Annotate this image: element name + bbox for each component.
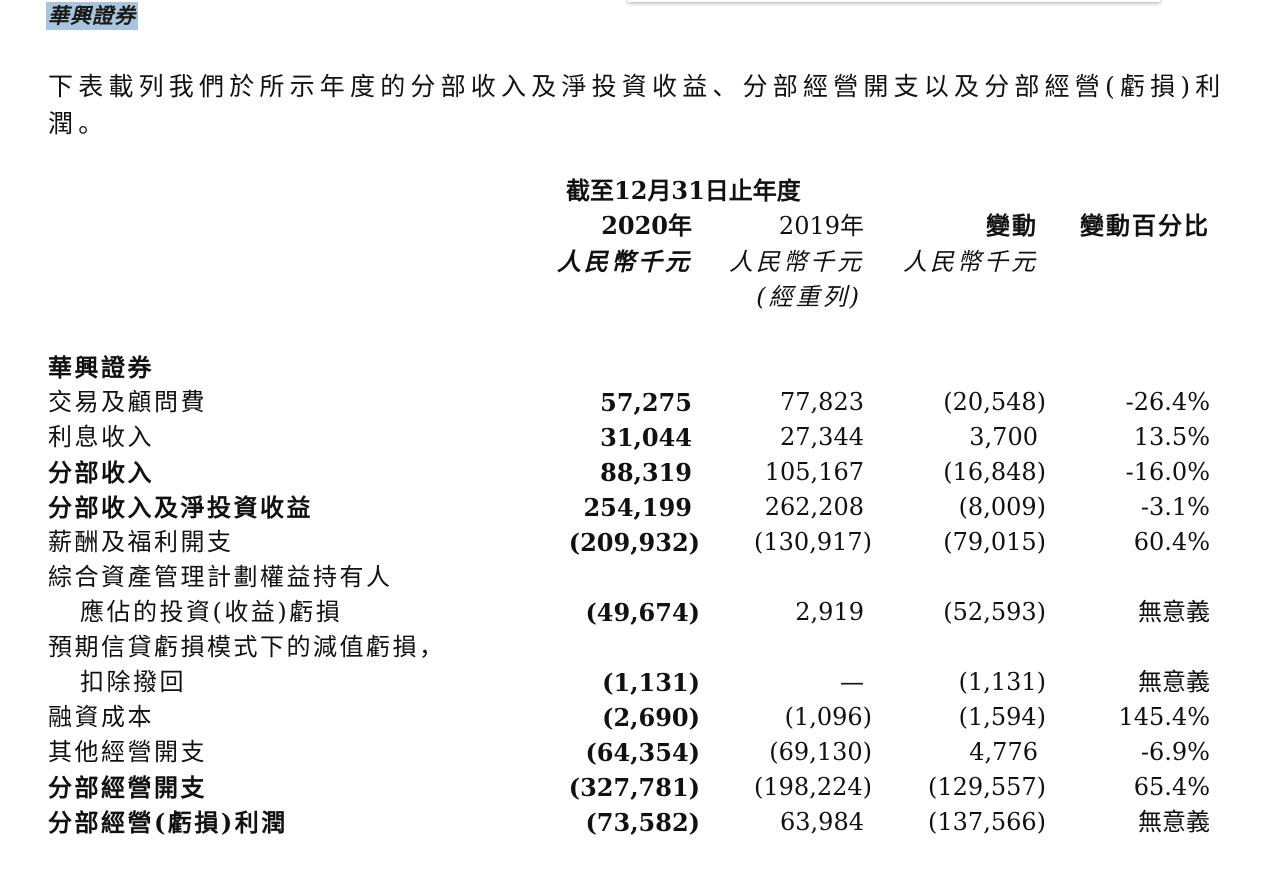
table-row: 融資成本 (2,690) (1,096) (1,594) 145.4%	[48, 700, 1218, 735]
value-change-pct: 13.5%	[1133, 423, 1210, 451]
value-change: (137,566)	[928, 808, 1046, 836]
value-change: 4,776	[969, 738, 1038, 766]
value-2020: 88,319	[600, 458, 692, 487]
row-label: 利息收入	[48, 423, 154, 451]
table-row: 利息收入 31,044 27,344 3,700 13.5%	[48, 420, 1218, 455]
table-row: 分部收入及淨投資收益 254,199 262,208 (8,009) -3.1%	[48, 490, 1218, 525]
col-header-2019: 2019年	[778, 212, 864, 240]
value-change-pct: 無意義	[1138, 668, 1210, 696]
value-2019: (130,917)	[754, 528, 872, 556]
row-label: 分部經營開支	[48, 773, 207, 802]
value-2019: 105,167	[764, 458, 864, 486]
value-2019: (198,224)	[754, 773, 872, 801]
table-row: 扣除撥回 (1,131) — (1,131) 無意義	[48, 665, 1218, 700]
value-2020: (2,690)	[602, 703, 700, 732]
value-2020: (209,932)	[568, 528, 700, 557]
value-2019: —	[840, 668, 864, 696]
row-label: 交易及顧問費	[48, 388, 207, 416]
value-2020: 31,044	[600, 423, 692, 452]
row-label: 其他經營開支	[48, 738, 207, 766]
table-row: 交易及顧問費 57,275 77,823 (20,548) -26.4%	[48, 385, 1218, 420]
table-row: 應佔的投資(收益)虧損 (49,674) 2,919 (52,593) 無意義	[48, 595, 1218, 630]
value-2019: 77,823	[780, 388, 864, 416]
table-row: 其他經營開支 (64,354) (69,130) 4,776 -6.9%	[48, 735, 1218, 770]
table-row: 預期信貸虧損模式下的減值虧損，	[48, 630, 1218, 665]
section-title: 華興證券	[48, 353, 154, 382]
value-change-pct: 無意義	[1138, 598, 1210, 626]
value-change-pct: -16.0%	[1125, 458, 1210, 486]
row-label: 薪酬及福利開支	[48, 528, 234, 556]
restated-note: (經重列)	[756, 283, 862, 311]
value-change-pct: 無意義	[1138, 808, 1210, 836]
value-2019: 262,208	[764, 493, 864, 521]
value-change: (8,009)	[958, 493, 1046, 521]
brand-highlight: 華興證券	[46, 2, 138, 30]
table-row: 薪酬及福利開支 (209,932) (130,917) (79,015) 60.4%	[48, 525, 1218, 560]
value-2020: 254,199	[583, 493, 692, 522]
table-row: 分部經營(虧損)利潤 (73,582) 63,984 (137,566) 無意義	[48, 805, 1218, 840]
col-header-2020: 2020年	[601, 211, 692, 240]
row-label: 分部收入及淨投資收益	[48, 493, 313, 522]
value-2020: (327,781)	[568, 773, 700, 802]
period-header: 截至12月31日止年度	[566, 176, 801, 205]
row-label: 綜合資產管理計劃權益持有人	[48, 563, 393, 591]
unit-2020: 人民幣千元	[557, 247, 692, 276]
value-change-pct: 60.4%	[1133, 528, 1210, 556]
row-label: 分部收入	[48, 458, 154, 487]
value-2019: (69,130)	[769, 738, 872, 766]
unit-2019: 人民幣千元	[729, 248, 864, 276]
value-2020: 57,275	[600, 388, 692, 417]
row-label: 應佔的投資(收益)虧損	[80, 598, 343, 626]
value-2019: 27,344	[780, 423, 864, 451]
table-row: 分部經營開支 (327,781) (198,224) (129,557) 65.4%	[48, 770, 1218, 805]
row-label: 扣除撥回	[80, 668, 186, 696]
value-change: (16,848)	[943, 458, 1046, 486]
section-header-row: 華興證券	[48, 350, 1218, 385]
overlay-panel-edge	[628, 0, 1160, 2]
col-header-change-pct: 變動百分比	[1080, 211, 1210, 240]
intro-paragraph: 下表載列我們於所示年度的分部收入及淨投資收益、分部經營開支以及分部經營(虧損)利…	[48, 72, 1226, 138]
value-2020: (64,354)	[585, 738, 700, 767]
value-2020: (49,674)	[585, 598, 700, 627]
table-row: 分部收入 88,319 105,167 (16,848) -16.0%	[48, 455, 1218, 490]
value-change: 3,700	[969, 423, 1038, 451]
value-change-pct: -26.4%	[1125, 388, 1210, 416]
value-change-pct: 145.4%	[1118, 703, 1210, 731]
row-label: 分部經營(虧損)利潤	[48, 808, 288, 837]
value-2019: 2,919	[795, 598, 864, 626]
row-label: 預期信貸虧損模式下的減值虧損，	[48, 633, 446, 661]
row-label: 融資成本	[48, 703, 154, 731]
value-change: (1,594)	[958, 703, 1046, 731]
value-change: (1,131)	[958, 668, 1046, 696]
value-change: (129,557)	[928, 773, 1046, 801]
value-change-pct: -3.1%	[1140, 493, 1210, 521]
col-header-change: 變動	[986, 211, 1038, 240]
value-change: (20,548)	[943, 388, 1046, 416]
value-2019: 63,984	[780, 808, 864, 836]
value-change-pct: -6.9%	[1140, 738, 1210, 766]
value-2020: (1,131)	[602, 668, 700, 697]
table-row: 綜合資產管理計劃權益持有人	[48, 560, 1218, 595]
value-change: (79,015)	[943, 528, 1046, 556]
value-change-pct: 65.4%	[1133, 773, 1210, 801]
value-2019: (1,096)	[784, 703, 872, 731]
unit-change: 人民幣千元	[903, 248, 1038, 276]
value-2020: (73,582)	[585, 808, 700, 837]
value-change: (52,593)	[943, 598, 1046, 626]
